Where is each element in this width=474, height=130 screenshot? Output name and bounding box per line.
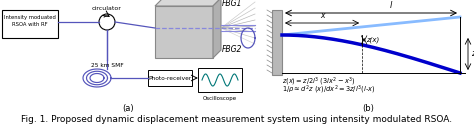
Text: l: l (390, 1, 392, 10)
Bar (198, 68, 242, 92)
Polygon shape (155, 0, 221, 6)
Text: Photo-receiver: Photo-receiver (148, 76, 191, 80)
Bar (155, 6, 213, 58)
Text: FBG2: FBG2 (222, 46, 242, 54)
Text: RSOA with RF: RSOA with RF (12, 22, 48, 28)
Text: Intensity moduated: Intensity moduated (4, 15, 56, 21)
Bar (272, 10, 282, 75)
Text: (b): (b) (362, 103, 374, 112)
Text: z(x): z(x) (366, 37, 379, 43)
Text: 25 km SMF: 25 km SMF (91, 63, 123, 68)
Bar (148, 70, 192, 86)
Text: circulator: circulator (92, 5, 122, 11)
Text: z: z (471, 50, 474, 58)
Text: $z(x)=z/2l^3\ (3lx^2-x^3)$: $z(x)=z/2l^3\ (3lx^2-x^3)$ (282, 76, 356, 88)
Text: $1/\rho \approx d^2z\ (x)/dx^2=3z/l^3(l$-$x)$: $1/\rho \approx d^2z\ (x)/dx^2=3z/l^3(l$… (282, 84, 375, 96)
Text: Oscilloscope: Oscilloscope (203, 96, 237, 101)
Text: FBG1: FBG1 (222, 0, 242, 8)
Text: x: x (320, 11, 324, 20)
Polygon shape (213, 0, 221, 58)
Text: Fig. 1. Proposed dynamic displacement measurement system using intensity modulat: Fig. 1. Proposed dynamic displacement me… (21, 115, 453, 125)
Text: (a): (a) (122, 103, 134, 112)
Bar (2, 10, 58, 38)
